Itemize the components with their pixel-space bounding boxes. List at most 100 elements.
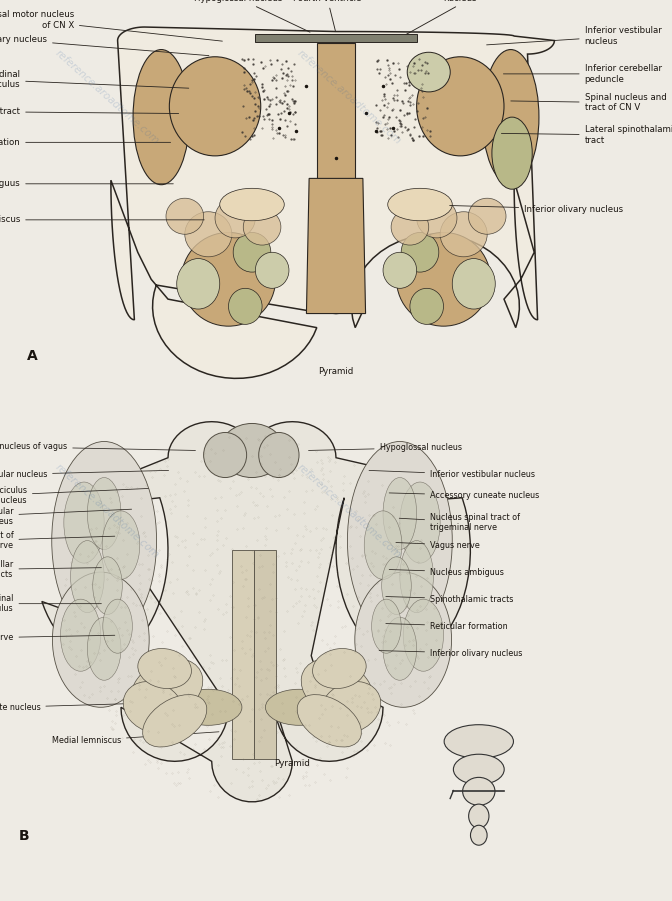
Text: Nucleus ambiguus: Nucleus ambiguus xyxy=(389,568,504,577)
Ellipse shape xyxy=(492,117,532,189)
Ellipse shape xyxy=(383,617,417,680)
Text: Tectospinal tract: Tectospinal tract xyxy=(0,107,179,116)
Ellipse shape xyxy=(228,288,262,324)
Polygon shape xyxy=(232,550,254,759)
Ellipse shape xyxy=(93,557,122,614)
Text: Vagus nerve: Vagus nerve xyxy=(396,541,480,550)
Text: Hypoglossal nucleus: Hypoglossal nucleus xyxy=(194,0,310,32)
Ellipse shape xyxy=(400,482,440,563)
Ellipse shape xyxy=(138,649,192,688)
Ellipse shape xyxy=(391,209,429,245)
Text: Dorsal motor nucleus
of CN X: Dorsal motor nucleus of CN X xyxy=(0,10,222,41)
Text: A: A xyxy=(27,350,38,363)
Text: Reticular formation: Reticular formation xyxy=(0,138,171,147)
Text: reference.aroadtome.com: reference.aroadtome.com xyxy=(296,48,403,146)
Text: Solitary fasciculus
and nucleus: Solitary fasciculus and nucleus xyxy=(0,486,149,505)
Ellipse shape xyxy=(177,259,220,309)
Ellipse shape xyxy=(259,432,299,478)
Polygon shape xyxy=(317,43,355,180)
Text: Fourth ventricle: Fourth ventricle xyxy=(293,0,362,31)
Text: Inferior olivary nucleus: Inferior olivary nucleus xyxy=(379,649,522,658)
Ellipse shape xyxy=(220,188,284,221)
Ellipse shape xyxy=(265,689,333,725)
Ellipse shape xyxy=(444,724,513,759)
Ellipse shape xyxy=(64,482,104,563)
Text: Spinocerebellar
tracts: Spinocerebellar tracts xyxy=(0,560,101,579)
Text: Inferior vestibular nucleus: Inferior vestibular nucleus xyxy=(369,470,535,479)
Ellipse shape xyxy=(388,188,452,221)
Ellipse shape xyxy=(452,259,495,309)
Ellipse shape xyxy=(123,681,183,733)
Text: Pyramid: Pyramid xyxy=(319,367,353,376)
Ellipse shape xyxy=(312,649,366,688)
Text: Hypoglossal nerve: Hypoglossal nerve xyxy=(0,633,115,642)
Text: Arcuate nucleus: Arcuate nucleus xyxy=(0,703,155,712)
Ellipse shape xyxy=(130,659,203,720)
Ellipse shape xyxy=(462,778,495,805)
Ellipse shape xyxy=(417,57,504,156)
Text: Medial longitudinal
fasciculus: Medial longitudinal fasciculus xyxy=(0,594,101,614)
Ellipse shape xyxy=(364,511,402,579)
Ellipse shape xyxy=(355,572,452,707)
Text: Spinal tract of
trigeminal nerve: Spinal tract of trigeminal nerve xyxy=(0,531,115,551)
Polygon shape xyxy=(255,34,417,42)
Ellipse shape xyxy=(215,198,255,238)
Ellipse shape xyxy=(87,617,121,680)
Ellipse shape xyxy=(401,232,439,272)
Ellipse shape xyxy=(181,232,276,326)
Ellipse shape xyxy=(407,52,450,92)
Ellipse shape xyxy=(468,804,489,828)
Ellipse shape xyxy=(175,689,242,725)
Polygon shape xyxy=(306,178,366,314)
Text: Medial lemniscus: Medial lemniscus xyxy=(52,732,219,745)
Ellipse shape xyxy=(468,198,506,234)
Text: Accessory cuneate nucleus: Accessory cuneate nucleus xyxy=(389,491,540,500)
Text: Spinal nucleus and
tract of CN V: Spinal nucleus and tract of CN V xyxy=(511,93,667,113)
Text: Nucleus ambiguus: Nucleus ambiguus xyxy=(0,179,173,188)
Ellipse shape xyxy=(185,212,232,257)
Ellipse shape xyxy=(301,659,374,720)
Text: reference.aroadtome.com: reference.aroadtome.com xyxy=(296,462,403,560)
Ellipse shape xyxy=(440,212,487,257)
Text: Medial lemniscus: Medial lemniscus xyxy=(0,215,204,224)
Text: Dorsal nucleus of vagus: Dorsal nucleus of vagus xyxy=(0,442,196,451)
Text: Medial vestibular nucleus: Medial vestibular nucleus xyxy=(0,470,169,479)
Ellipse shape xyxy=(60,599,101,671)
Text: Inferior cerebellar
peduncle: Inferior cerebellar peduncle xyxy=(503,64,662,84)
Text: Lateral spinothalamic
tract: Lateral spinothalamic tract xyxy=(501,125,672,145)
Ellipse shape xyxy=(410,288,444,324)
Ellipse shape xyxy=(102,511,140,579)
Polygon shape xyxy=(111,27,554,378)
Ellipse shape xyxy=(204,432,247,478)
Text: Medial longitudinal
fasciculus: Medial longitudinal fasciculus xyxy=(0,69,189,89)
Ellipse shape xyxy=(482,50,539,185)
Ellipse shape xyxy=(400,541,433,613)
Text: Reticular formation: Reticular formation xyxy=(386,622,508,631)
Ellipse shape xyxy=(71,541,104,613)
Ellipse shape xyxy=(142,695,207,747)
Text: Inferior vestibular
nucleus: Inferior vestibular nucleus xyxy=(487,26,661,46)
Text: B: B xyxy=(19,829,30,842)
Text: Spinothalamic tracts: Spinothalamic tracts xyxy=(386,595,513,604)
Ellipse shape xyxy=(383,252,417,288)
Ellipse shape xyxy=(52,572,149,707)
Text: Inferior olivary nucleus: Inferior olivary nucleus xyxy=(450,205,624,214)
Ellipse shape xyxy=(243,209,281,245)
Ellipse shape xyxy=(470,825,487,845)
Ellipse shape xyxy=(52,441,157,640)
Ellipse shape xyxy=(417,198,457,238)
Ellipse shape xyxy=(297,695,362,747)
Ellipse shape xyxy=(403,599,444,671)
Text: reference.aroadtome.com: reference.aroadtome.com xyxy=(54,462,161,560)
Polygon shape xyxy=(42,422,470,802)
Text: Inferior vestibular
nucleus: Inferior vestibular nucleus xyxy=(0,506,132,526)
Text: Nucleus spinal tract of
trigeminal nerve: Nucleus spinal tract of trigeminal nerve xyxy=(399,513,520,532)
Ellipse shape xyxy=(166,198,204,234)
Ellipse shape xyxy=(454,754,504,785)
Text: Hypoglossal nucleus: Hypoglossal nucleus xyxy=(308,443,462,452)
Ellipse shape xyxy=(133,50,190,185)
Ellipse shape xyxy=(255,252,289,288)
Ellipse shape xyxy=(220,423,284,478)
Text: Pyramid: Pyramid xyxy=(274,759,310,768)
Ellipse shape xyxy=(347,441,452,640)
